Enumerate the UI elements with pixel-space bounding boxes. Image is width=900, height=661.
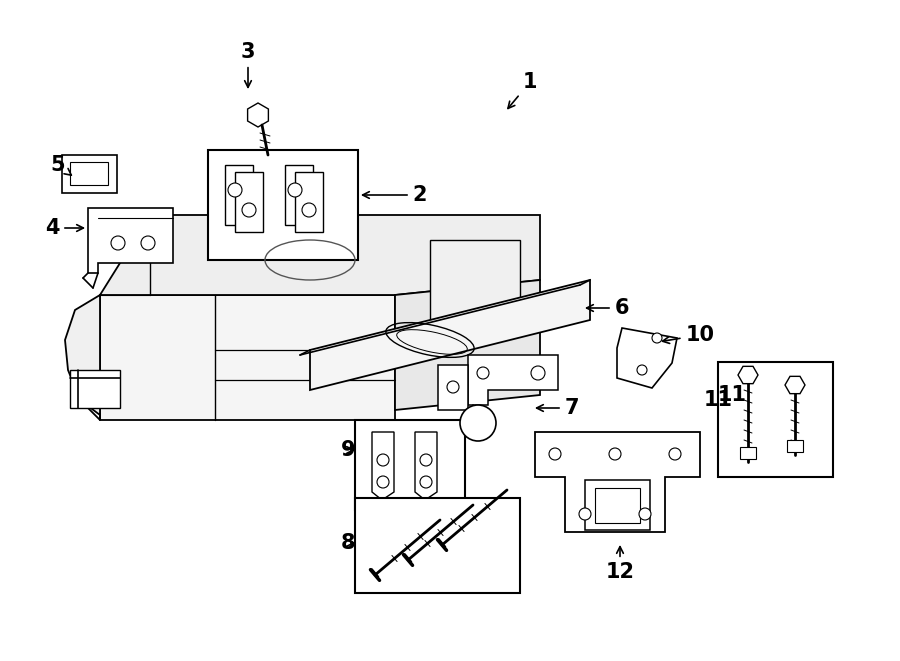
Circle shape xyxy=(242,203,256,217)
Circle shape xyxy=(420,476,432,488)
Polygon shape xyxy=(88,208,173,273)
Polygon shape xyxy=(235,172,263,232)
Text: 10: 10 xyxy=(662,325,715,345)
Circle shape xyxy=(302,203,316,217)
Polygon shape xyxy=(395,280,540,410)
Polygon shape xyxy=(535,432,700,532)
Polygon shape xyxy=(468,355,558,405)
Circle shape xyxy=(460,405,496,441)
Polygon shape xyxy=(285,165,313,225)
Text: 7: 7 xyxy=(536,398,580,418)
Text: 12: 12 xyxy=(606,547,634,582)
Text: 11: 11 xyxy=(704,390,733,410)
Polygon shape xyxy=(617,328,677,388)
Polygon shape xyxy=(100,295,395,420)
Circle shape xyxy=(531,366,545,380)
FancyBboxPatch shape xyxy=(70,370,120,408)
Circle shape xyxy=(477,367,489,379)
Polygon shape xyxy=(310,280,590,390)
Circle shape xyxy=(228,183,242,197)
Circle shape xyxy=(111,236,125,250)
Polygon shape xyxy=(248,103,268,127)
Circle shape xyxy=(637,365,647,375)
FancyBboxPatch shape xyxy=(208,150,358,260)
FancyBboxPatch shape xyxy=(595,488,640,523)
Polygon shape xyxy=(372,432,394,500)
Circle shape xyxy=(447,381,459,393)
FancyBboxPatch shape xyxy=(62,155,117,193)
Circle shape xyxy=(669,448,681,460)
FancyBboxPatch shape xyxy=(787,440,803,452)
Circle shape xyxy=(609,448,621,460)
FancyBboxPatch shape xyxy=(585,480,650,530)
Text: 3: 3 xyxy=(241,42,256,87)
Circle shape xyxy=(549,448,561,460)
Circle shape xyxy=(288,183,302,197)
Circle shape xyxy=(377,454,389,466)
Circle shape xyxy=(579,508,591,520)
FancyBboxPatch shape xyxy=(70,162,108,185)
Text: 11: 11 xyxy=(718,385,747,405)
Text: 8: 8 xyxy=(341,533,356,553)
Text: 9: 9 xyxy=(341,440,356,460)
Polygon shape xyxy=(295,172,323,232)
Text: 6: 6 xyxy=(587,298,629,318)
Polygon shape xyxy=(438,365,468,410)
Circle shape xyxy=(639,508,651,520)
Text: 4: 4 xyxy=(45,218,84,238)
Circle shape xyxy=(141,236,155,250)
Polygon shape xyxy=(415,432,437,500)
Text: 2: 2 xyxy=(363,185,428,205)
FancyBboxPatch shape xyxy=(718,362,833,477)
FancyBboxPatch shape xyxy=(430,240,520,335)
FancyBboxPatch shape xyxy=(355,498,520,593)
Circle shape xyxy=(652,333,662,343)
Polygon shape xyxy=(100,215,540,295)
Polygon shape xyxy=(785,376,805,394)
Circle shape xyxy=(420,454,432,466)
Text: 1: 1 xyxy=(508,72,537,108)
Circle shape xyxy=(377,476,389,488)
FancyBboxPatch shape xyxy=(355,420,465,510)
Polygon shape xyxy=(738,366,758,383)
Polygon shape xyxy=(65,295,100,420)
FancyBboxPatch shape xyxy=(740,447,756,459)
Polygon shape xyxy=(225,165,253,225)
Text: 5: 5 xyxy=(50,155,71,175)
